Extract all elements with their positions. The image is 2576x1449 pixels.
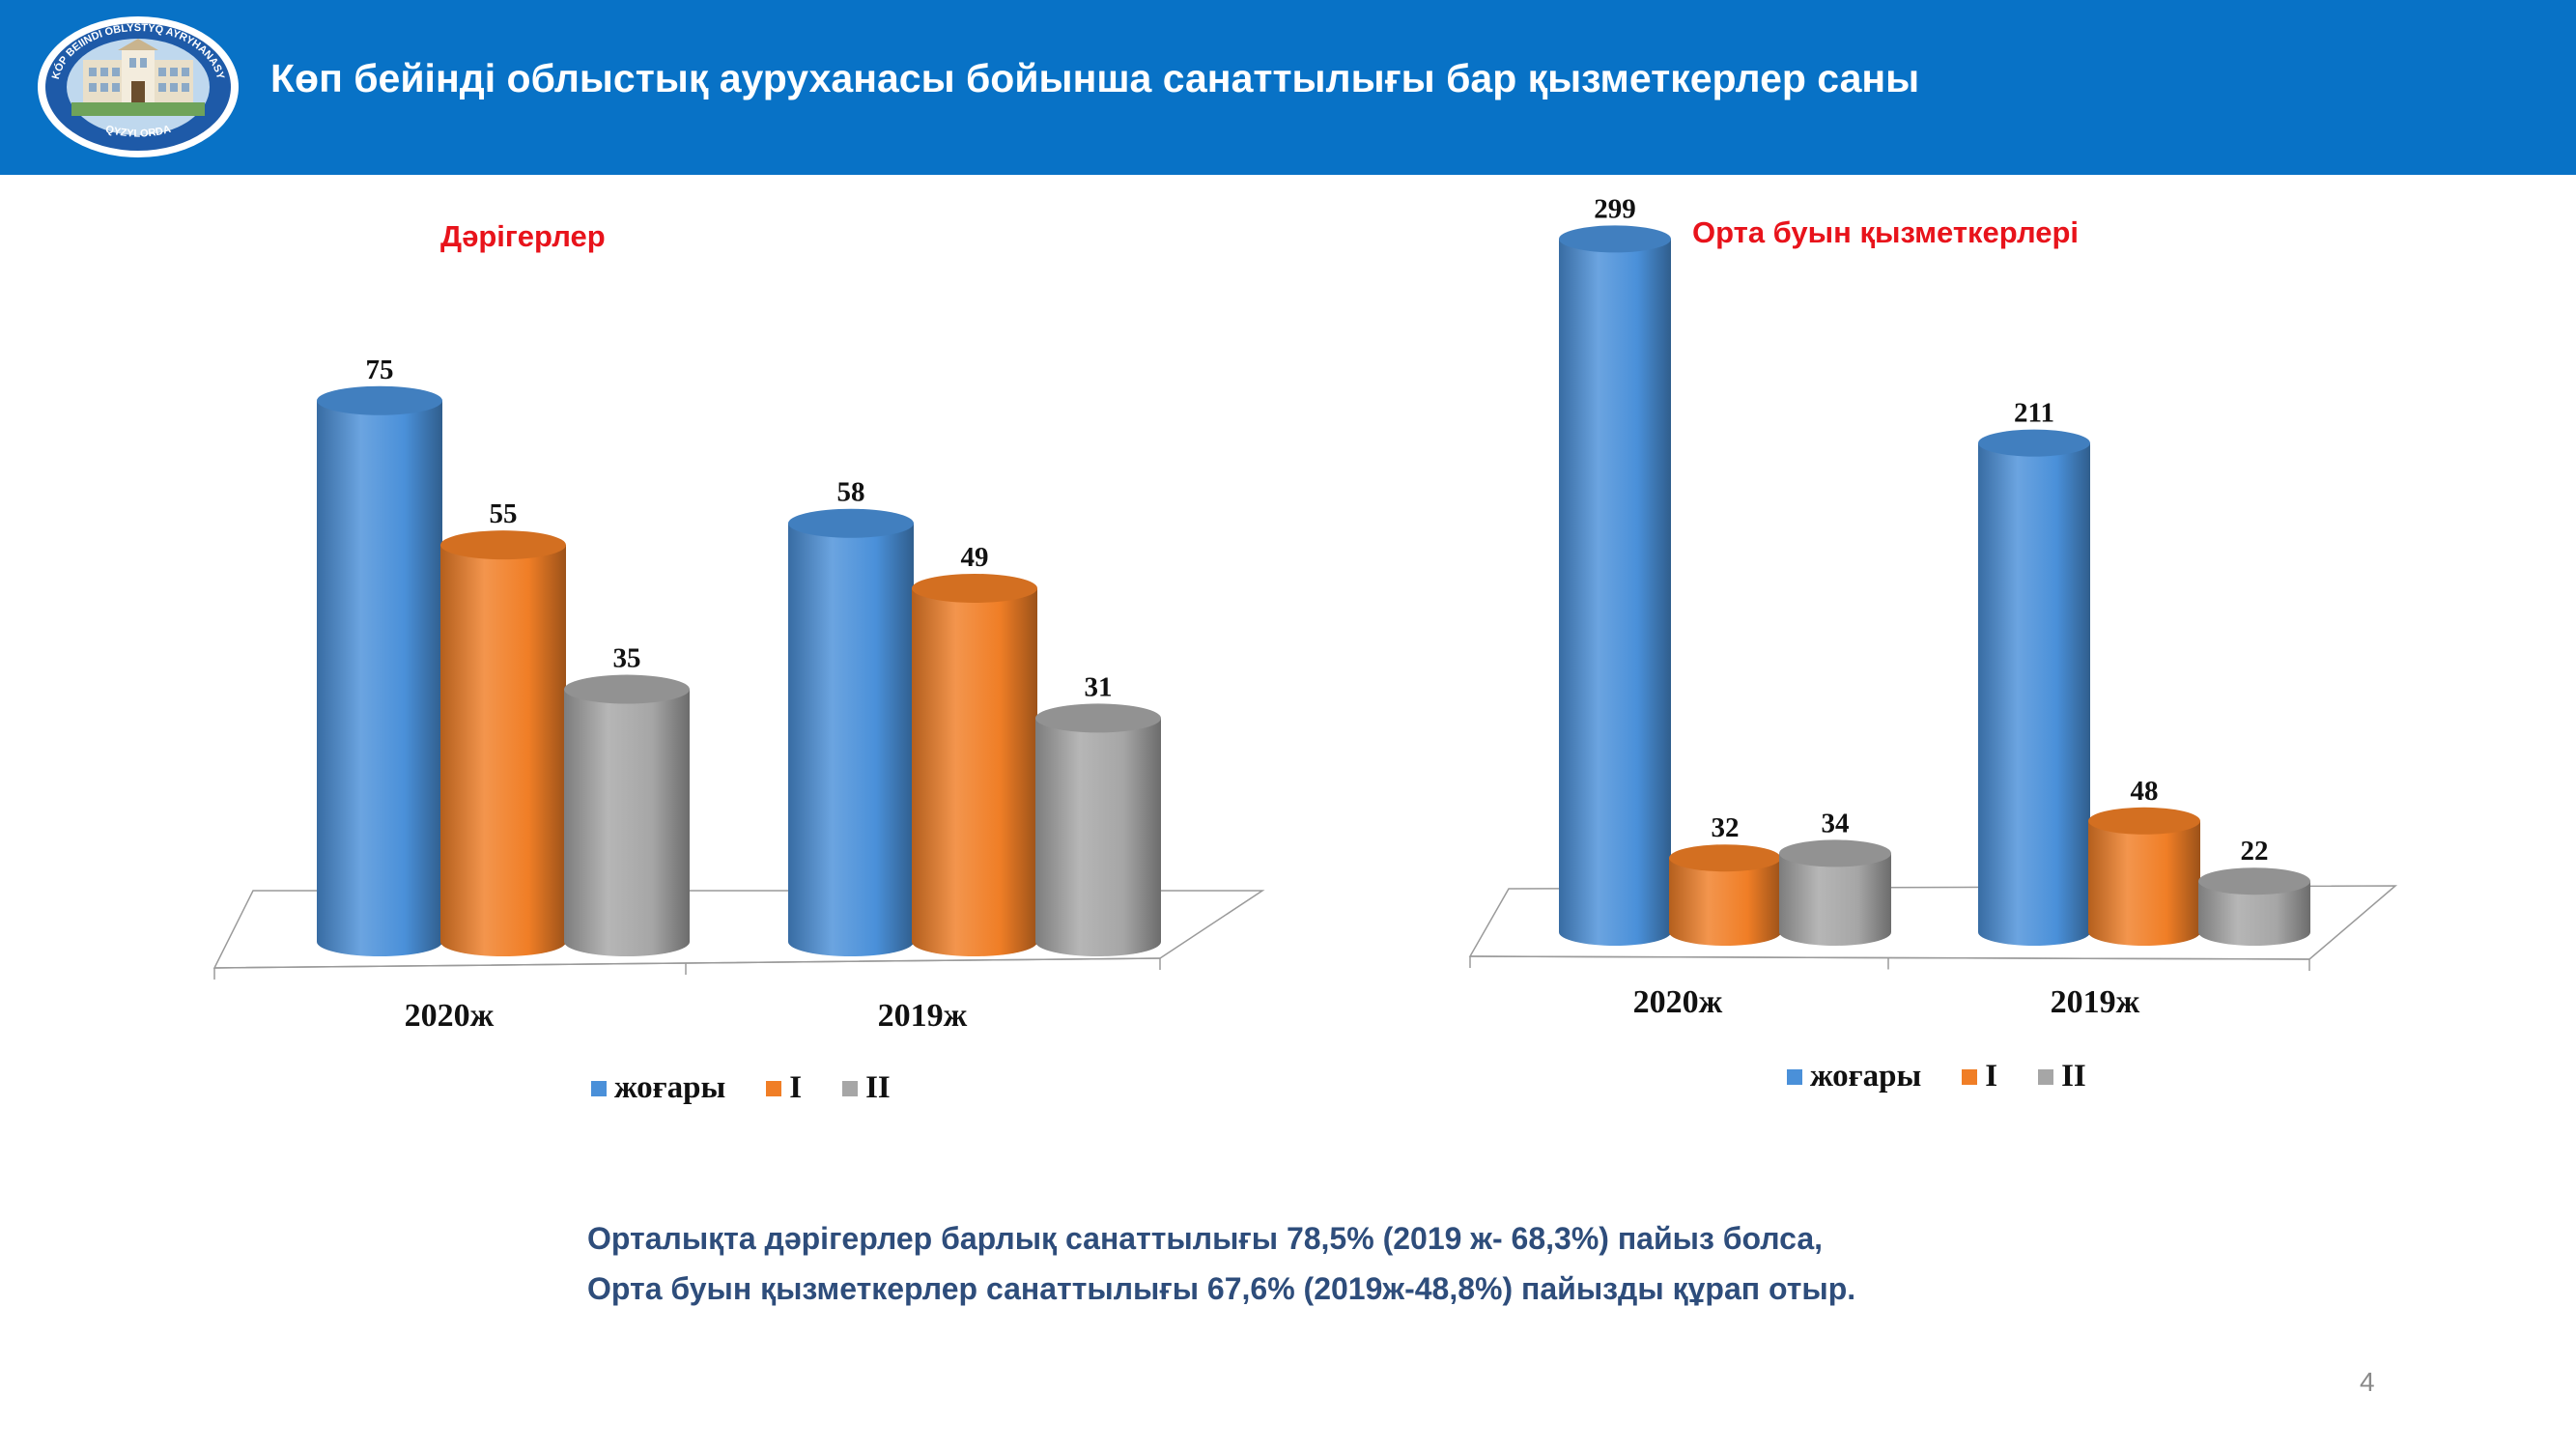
legend-item-high: жоғары	[591, 1070, 725, 1106]
value-label: 299	[1594, 193, 1636, 224]
legend-label: I	[1985, 1059, 1998, 1094]
x-axis-line	[213, 957, 1161, 969]
legend-doctors: жоғары I II	[591, 1070, 918, 1106]
legend-swatch	[591, 1080, 607, 1096]
bar-body	[1559, 239, 1671, 946]
header-bar: KÓP BEIINDI OBLYSTYQ AYRYHANASY QYZYLORD…	[0, 0, 2576, 175]
bar-top	[1559, 225, 1671, 253]
legend-label: жоғары	[1810, 1059, 1922, 1094]
chart-title-nurses: Орта буын қызметкерлері	[1692, 215, 2080, 249]
bar-top	[1978, 429, 2090, 457]
legend-item-high: жоғары	[1787, 1059, 1921, 1094]
footnote-line-1: Орталықта дәрігерлер барлық санаттылығы …	[587, 1221, 1824, 1256]
bar-body	[317, 400, 442, 956]
bar	[317, 385, 442, 956]
value-label: 75	[366, 355, 394, 385]
value-label: 55	[490, 498, 518, 529]
bar-body	[2088, 820, 2200, 946]
page-number: 4	[2360, 1367, 2375, 1397]
bar-top	[440, 530, 566, 560]
footnote: Орталықта дәрігерлер барлық санаттылығы …	[587, 1213, 1855, 1314]
value-label: 34	[1822, 808, 1850, 838]
svg-text:QYZYLORDA: QYZYLORDA	[104, 124, 172, 140]
legend-label: II	[2061, 1059, 2086, 1094]
bar-top	[317, 385, 442, 415]
legend-swatch	[1962, 1068, 1978, 1085]
legend-swatch	[842, 1080, 859, 1096]
bar-top	[2088, 807, 2200, 835]
legend-item-second: II	[2038, 1059, 2086, 1094]
bar	[1779, 839, 1891, 946]
footnote-line-2: Орта буын қызметкерлер санаттылығы 67,6%…	[587, 1271, 1856, 1306]
value-label: 35	[613, 643, 641, 674]
legend-item-second: II	[842, 1070, 891, 1106]
bar	[788, 508, 914, 956]
bar-top	[788, 508, 914, 538]
legend-swatch	[2038, 1068, 2054, 1085]
value-label: 22	[2241, 836, 2269, 867]
legend-swatch	[766, 1080, 782, 1096]
bar-body	[440, 545, 566, 956]
value-label: 31	[1085, 671, 1113, 702]
bar-body	[788, 523, 914, 956]
bar-top	[564, 674, 690, 704]
bar-top	[1779, 839, 1891, 867]
bar	[1559, 225, 1671, 946]
bar-body	[1978, 442, 2090, 947]
bar	[2088, 807, 2200, 946]
legend-label: II	[865, 1070, 891, 1105]
legend-label: I	[789, 1070, 803, 1105]
chart-nurses: 299 32 34 2020ж 211 48 22 2019ж	[1468, 193, 2398, 1020]
value-label: 48	[2131, 776, 2159, 807]
bar	[1035, 703, 1161, 956]
bar	[1669, 844, 1781, 946]
legend-nurses: жоғары I II	[1787, 1059, 2113, 1094]
category-label: 2020ж	[1633, 984, 1723, 1020]
bar-body	[1669, 858, 1781, 946]
bar-body	[912, 587, 1037, 956]
x-axis-line	[1469, 955, 2310, 960]
bar	[912, 573, 1037, 956]
bar	[440, 530, 566, 956]
value-label: 58	[837, 477, 865, 508]
value-label: 49	[961, 542, 989, 573]
legend-item-first: I	[766, 1070, 802, 1106]
bar-body	[2198, 881, 2310, 946]
chart-doctors: 75 55 35 2020ж 58 49 31 2019ж	[212, 355, 1265, 1034]
hospital-logo: KÓP BEIINDI OBLYSTYQ AYRYHANASY QYZYLORD…	[38, 16, 239, 157]
bar	[1978, 429, 2090, 947]
bar	[564, 674, 690, 956]
chart-title-doctors: Дәрігерлер	[440, 219, 606, 253]
bar-top	[1669, 844, 1781, 872]
bar-top	[912, 573, 1037, 603]
bar-top	[2198, 867, 2310, 895]
page-title: Көп бейінді облыстық ауруханасы бойынша …	[270, 56, 1920, 100]
category-label: 2019ж	[878, 998, 968, 1034]
bar-body	[1035, 718, 1161, 956]
value-label: 211	[2014, 398, 2054, 429]
legend-label: жоғары	[614, 1070, 726, 1105]
bar-top	[1035, 703, 1161, 733]
category-label: 2020ж	[405, 998, 495, 1034]
bar	[2198, 867, 2310, 946]
value-label: 32	[1712, 812, 1740, 843]
bar-body	[1779, 853, 1891, 946]
category-label: 2019ж	[2051, 984, 2140, 1020]
legend-item-first: I	[1962, 1059, 1997, 1094]
bar-body	[564, 689, 690, 956]
legend-swatch	[1787, 1068, 1802, 1085]
